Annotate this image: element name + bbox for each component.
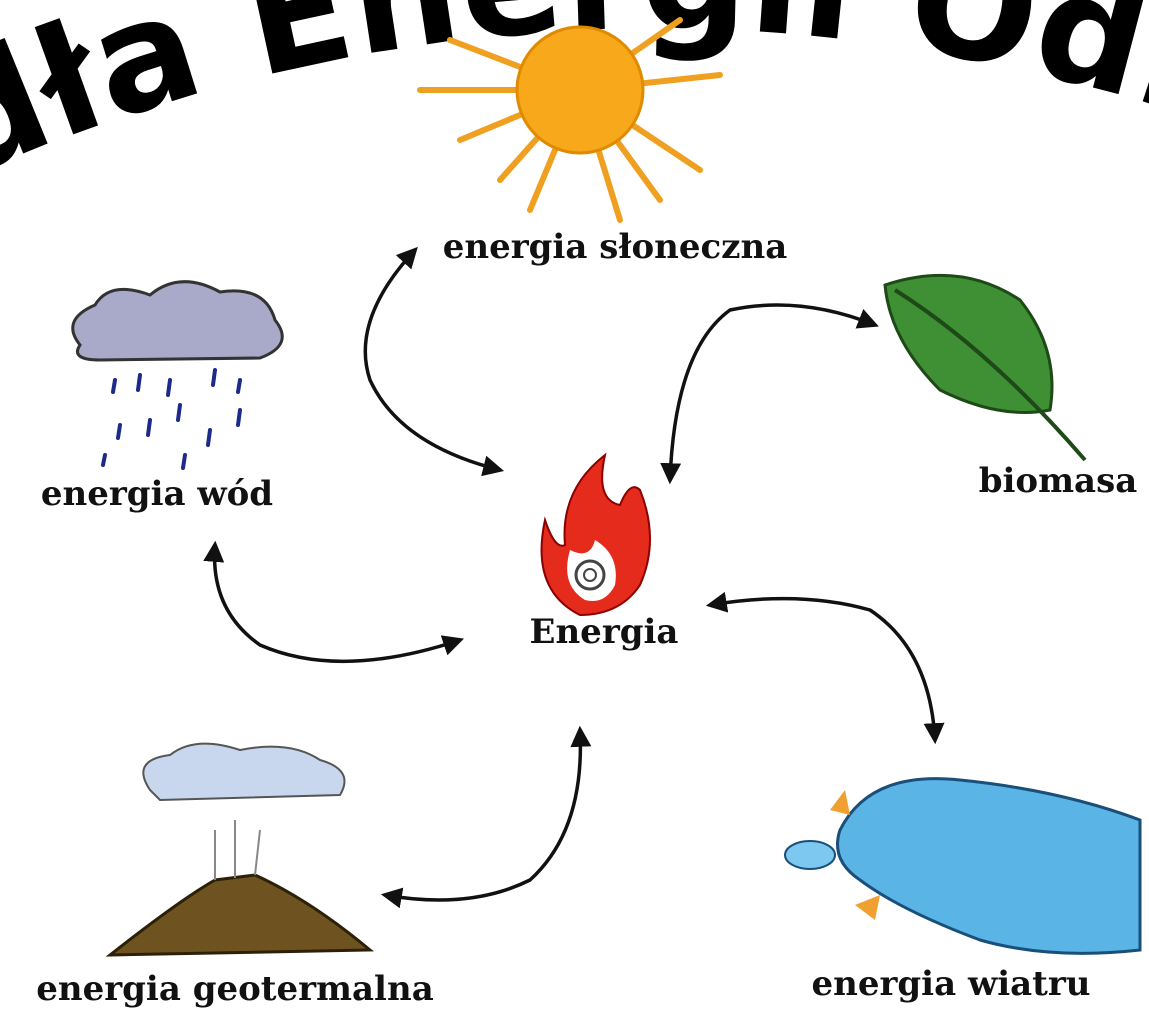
- center-label: Energia: [530, 612, 679, 652]
- sun-icon: [417, 17, 723, 223]
- node-label: energia wód: [41, 474, 273, 514]
- volcano-icon: [105, 742, 375, 957]
- node-label: biomasa: [979, 461, 1138, 501]
- wind-icon: [784, 777, 1142, 955]
- node-label: energia słoneczna: [443, 227, 787, 267]
- fire-icon: [540, 452, 651, 617]
- node-label: energia geotermalna: [36, 969, 433, 1009]
- arrows: [203, 246, 945, 909]
- rain-cloud-icon: [71, 280, 284, 470]
- leaf-icon: [883, 273, 1087, 462]
- node-label: energia wiatru: [811, 964, 1090, 1004]
